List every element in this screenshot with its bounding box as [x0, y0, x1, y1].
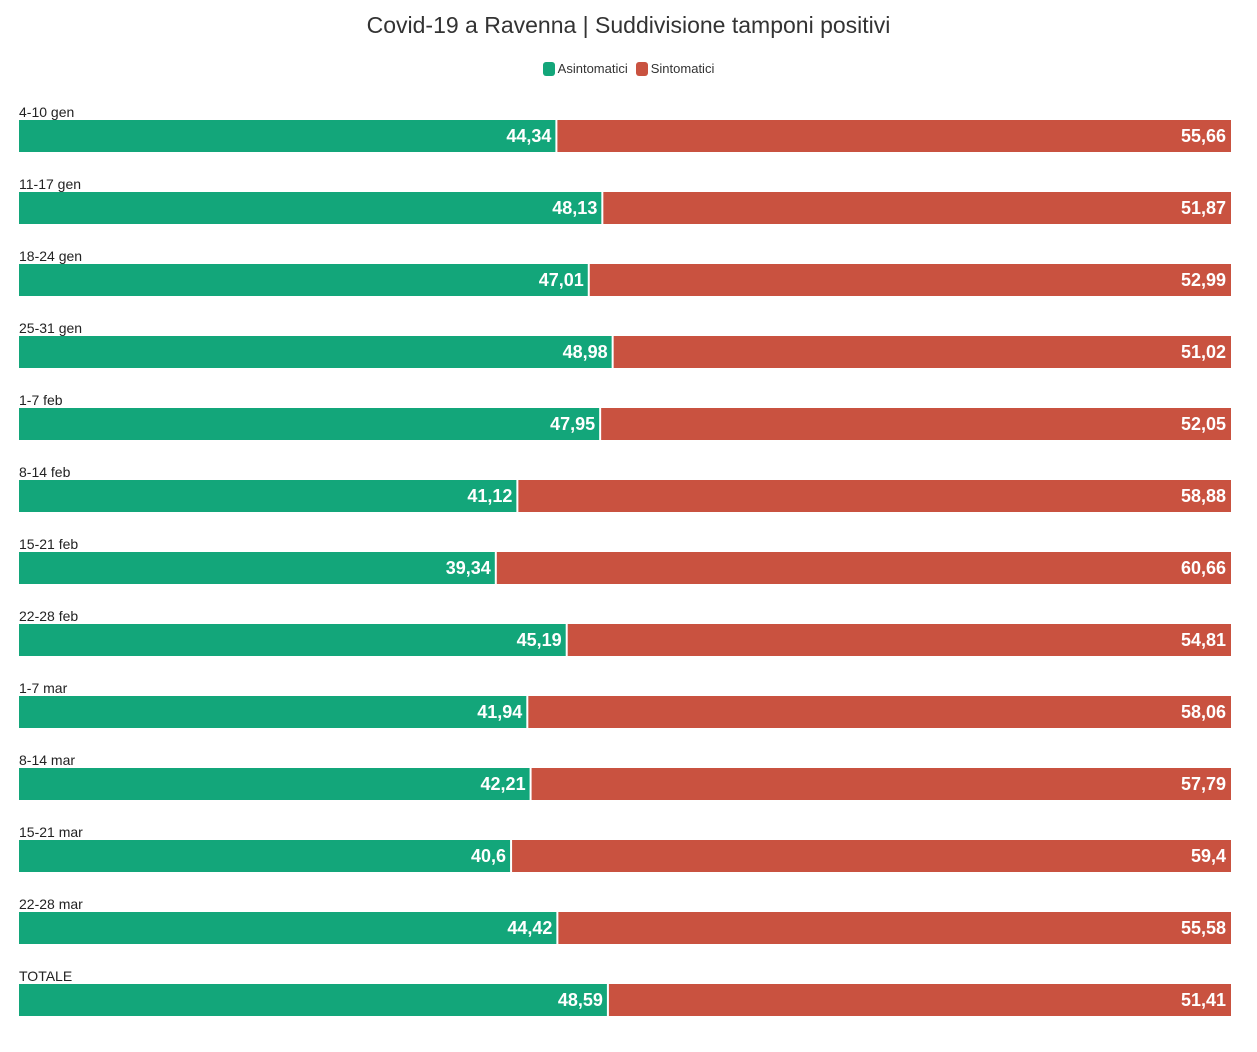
data-label-asintomatici: 48,13	[552, 198, 597, 218]
bar-sintomatici[interactable]	[495, 552, 1232, 584]
bar-sintomatici[interactable]	[511, 840, 1231, 872]
bar-asintomatici[interactable]	[19, 624, 567, 656]
category-label: 8-14 feb	[19, 464, 71, 480]
data-label-asintomatici: 48,59	[558, 990, 603, 1010]
data-label-sintomatici: 52,99	[1181, 270, 1226, 290]
data-label-sintomatici: 59,4	[1191, 846, 1226, 866]
bar-sintomatici[interactable]	[557, 912, 1231, 944]
data-label-asintomatici: 44,34	[506, 126, 551, 146]
bar-sintomatici[interactable]	[556, 120, 1231, 152]
category-label: 1-7 feb	[19, 392, 63, 408]
bar-asintomatici[interactable]	[19, 336, 613, 368]
category-label: TOTALE	[19, 968, 72, 984]
data-label-asintomatici: 40,6	[471, 846, 506, 866]
bar-asintomatici[interactable]	[19, 552, 496, 584]
data-label-sintomatici: 55,66	[1181, 126, 1226, 146]
legend: Asintomatici Sintomatici	[0, 61, 1257, 76]
bar-asintomatici[interactable]	[19, 264, 589, 296]
data-label-asintomatici: 39,34	[446, 558, 491, 578]
data-label-asintomatici: 41,12	[467, 486, 512, 506]
bar-sintomatici[interactable]	[566, 624, 1231, 656]
bar-asintomatici[interactable]	[19, 768, 531, 800]
chart-title: Covid-19 a Ravenna | Suddivisione tampon…	[366, 12, 891, 38]
bar-sintomatici[interactable]	[588, 264, 1231, 296]
category-label: 15-21 mar	[19, 824, 83, 840]
data-label-sintomatici: 51,87	[1181, 198, 1226, 218]
data-label-sintomatici: 51,02	[1181, 342, 1226, 362]
category-label: 25-31 gen	[19, 320, 82, 336]
bar-asintomatici[interactable]	[19, 840, 512, 872]
bar-sintomatici[interactable]	[600, 408, 1231, 440]
data-label-asintomatici: 41,94	[477, 702, 522, 722]
legend-item-sintomatici[interactable]: Sintomatici	[635, 61, 715, 76]
bar-asintomatici[interactable]	[19, 480, 518, 512]
legend-label-sintomatici: Sintomatici	[650, 61, 715, 76]
category-label: 1-7 mar	[19, 680, 68, 696]
category-label: 8-14 mar	[19, 752, 75, 768]
legend-label-asintomatici: Asintomatici	[557, 61, 628, 76]
data-label-asintomatici: 47,01	[539, 270, 584, 290]
bar-asintomatici[interactable]	[19, 696, 528, 728]
data-label-asintomatici: 48,98	[563, 342, 608, 362]
bar-sintomatici[interactable]	[612, 336, 1231, 368]
data-label-sintomatici: 58,06	[1181, 702, 1226, 722]
data-label-sintomatici: 60,66	[1181, 558, 1226, 578]
bar-asintomatici[interactable]	[19, 408, 601, 440]
bar-sintomatici[interactable]	[517, 480, 1231, 512]
bar-sintomatici[interactable]	[607, 984, 1231, 1016]
category-label: 11-17 gen	[19, 176, 81, 192]
category-label: 22-28 mar	[19, 896, 83, 912]
bar-asintomatici[interactable]	[19, 984, 608, 1016]
legend-swatch-asintomatici	[542, 61, 555, 76]
data-label-sintomatici: 51,41	[1181, 990, 1226, 1010]
category-label: 22-28 feb	[19, 608, 78, 624]
data-label-sintomatici: 57,79	[1181, 774, 1226, 794]
data-label-sintomatici: 55,58	[1181, 918, 1226, 938]
data-label-sintomatici: 54,81	[1181, 630, 1226, 650]
bar-asintomatici[interactable]	[19, 120, 557, 152]
bar-sintomatici[interactable]	[527, 696, 1231, 728]
legend-item-asintomatici[interactable]: Asintomatici	[542, 61, 628, 76]
bar-sintomatici[interactable]	[602, 192, 1231, 224]
data-label-asintomatici: 42,21	[481, 774, 526, 794]
category-label: 4-10 gen	[19, 104, 74, 120]
data-label-sintomatici: 52,05	[1181, 414, 1226, 434]
bar-sintomatici[interactable]	[530, 768, 1231, 800]
data-label-asintomatici: 47,95	[550, 414, 595, 434]
data-label-asintomatici: 45,19	[517, 630, 562, 650]
data-label-asintomatici: 44,42	[507, 918, 552, 938]
bar-asintomatici[interactable]	[19, 912, 558, 944]
legend-swatch-sintomatici	[635, 61, 648, 76]
bar-asintomatici[interactable]	[19, 192, 603, 224]
category-label: 15-21 feb	[19, 536, 78, 552]
data-label-sintomatici: 58,88	[1181, 486, 1226, 506]
category-label: 18-24 gen	[19, 248, 82, 264]
